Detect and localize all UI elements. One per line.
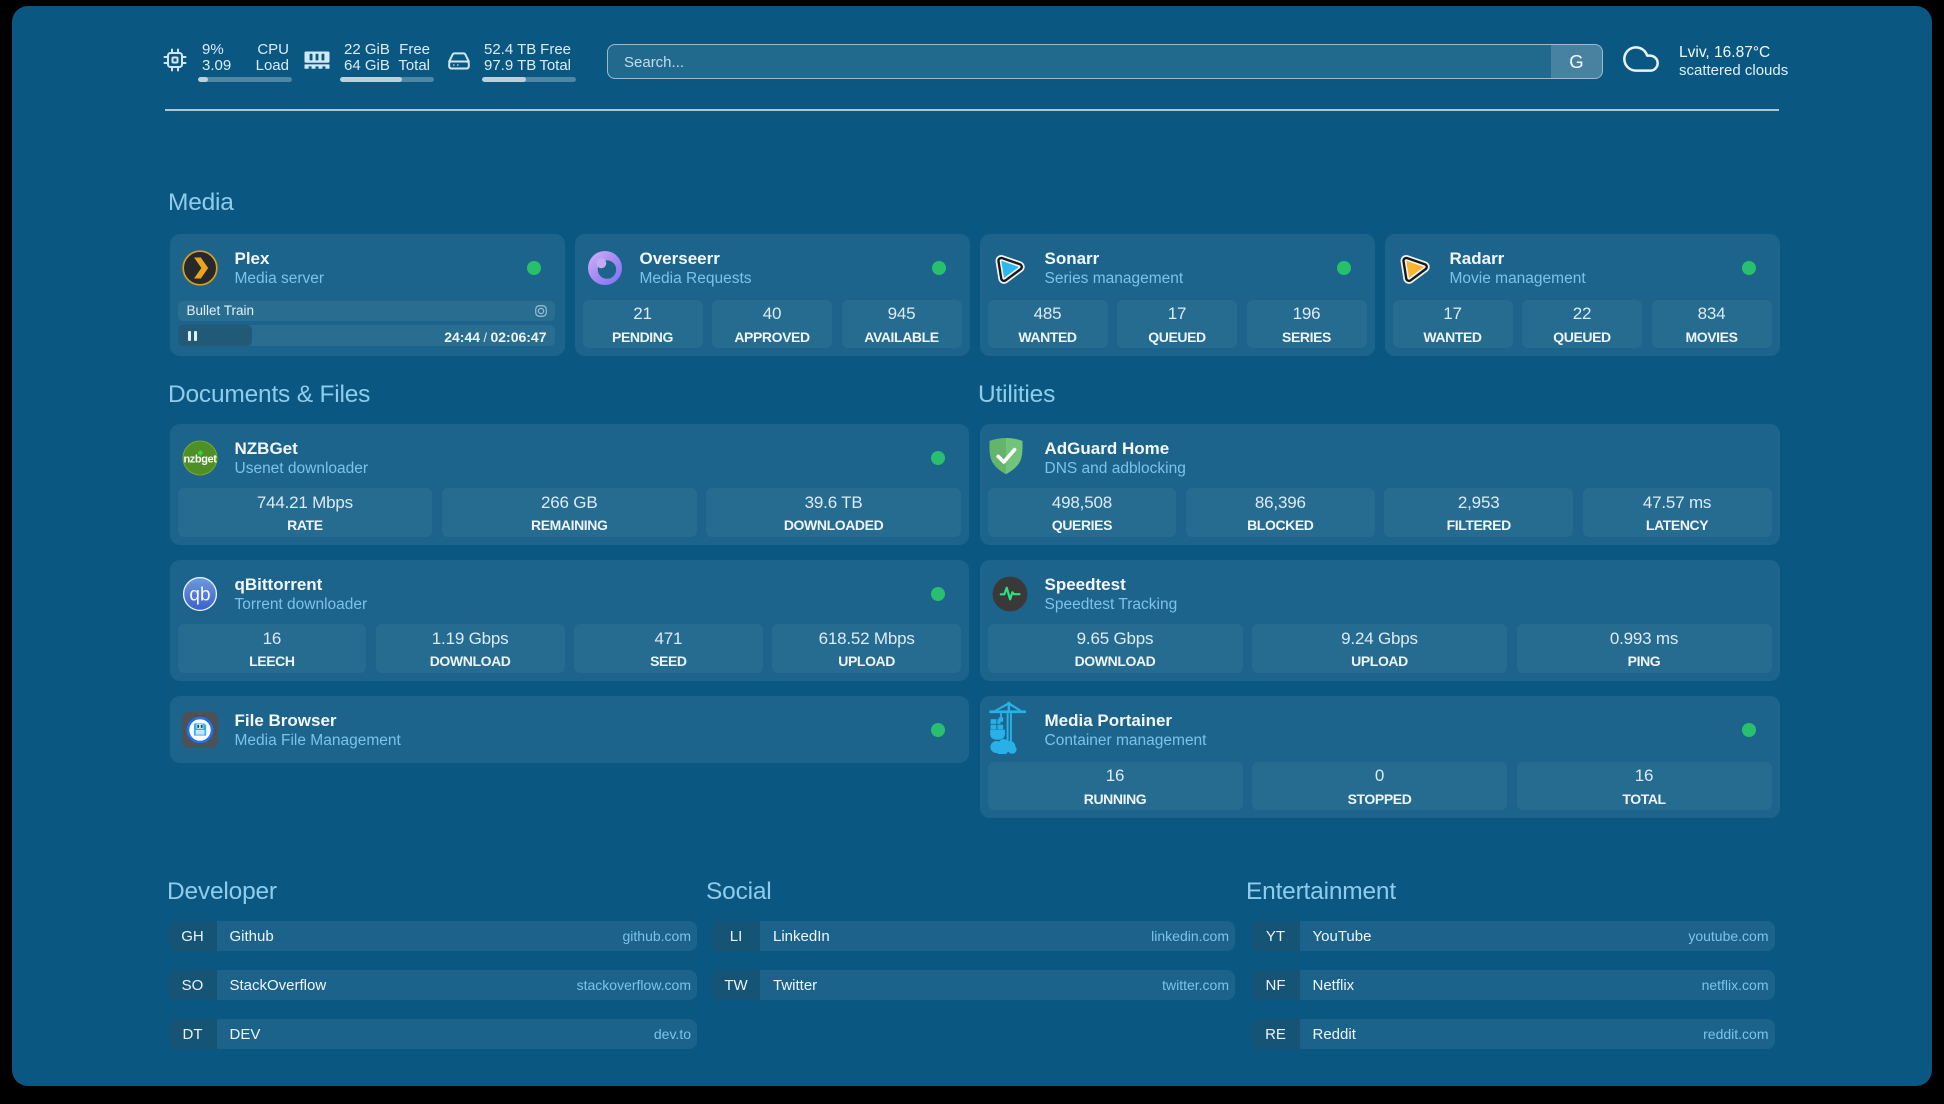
svg-text:nzbget: nzbget (183, 453, 217, 465)
svg-text:qb: qb (189, 584, 210, 605)
